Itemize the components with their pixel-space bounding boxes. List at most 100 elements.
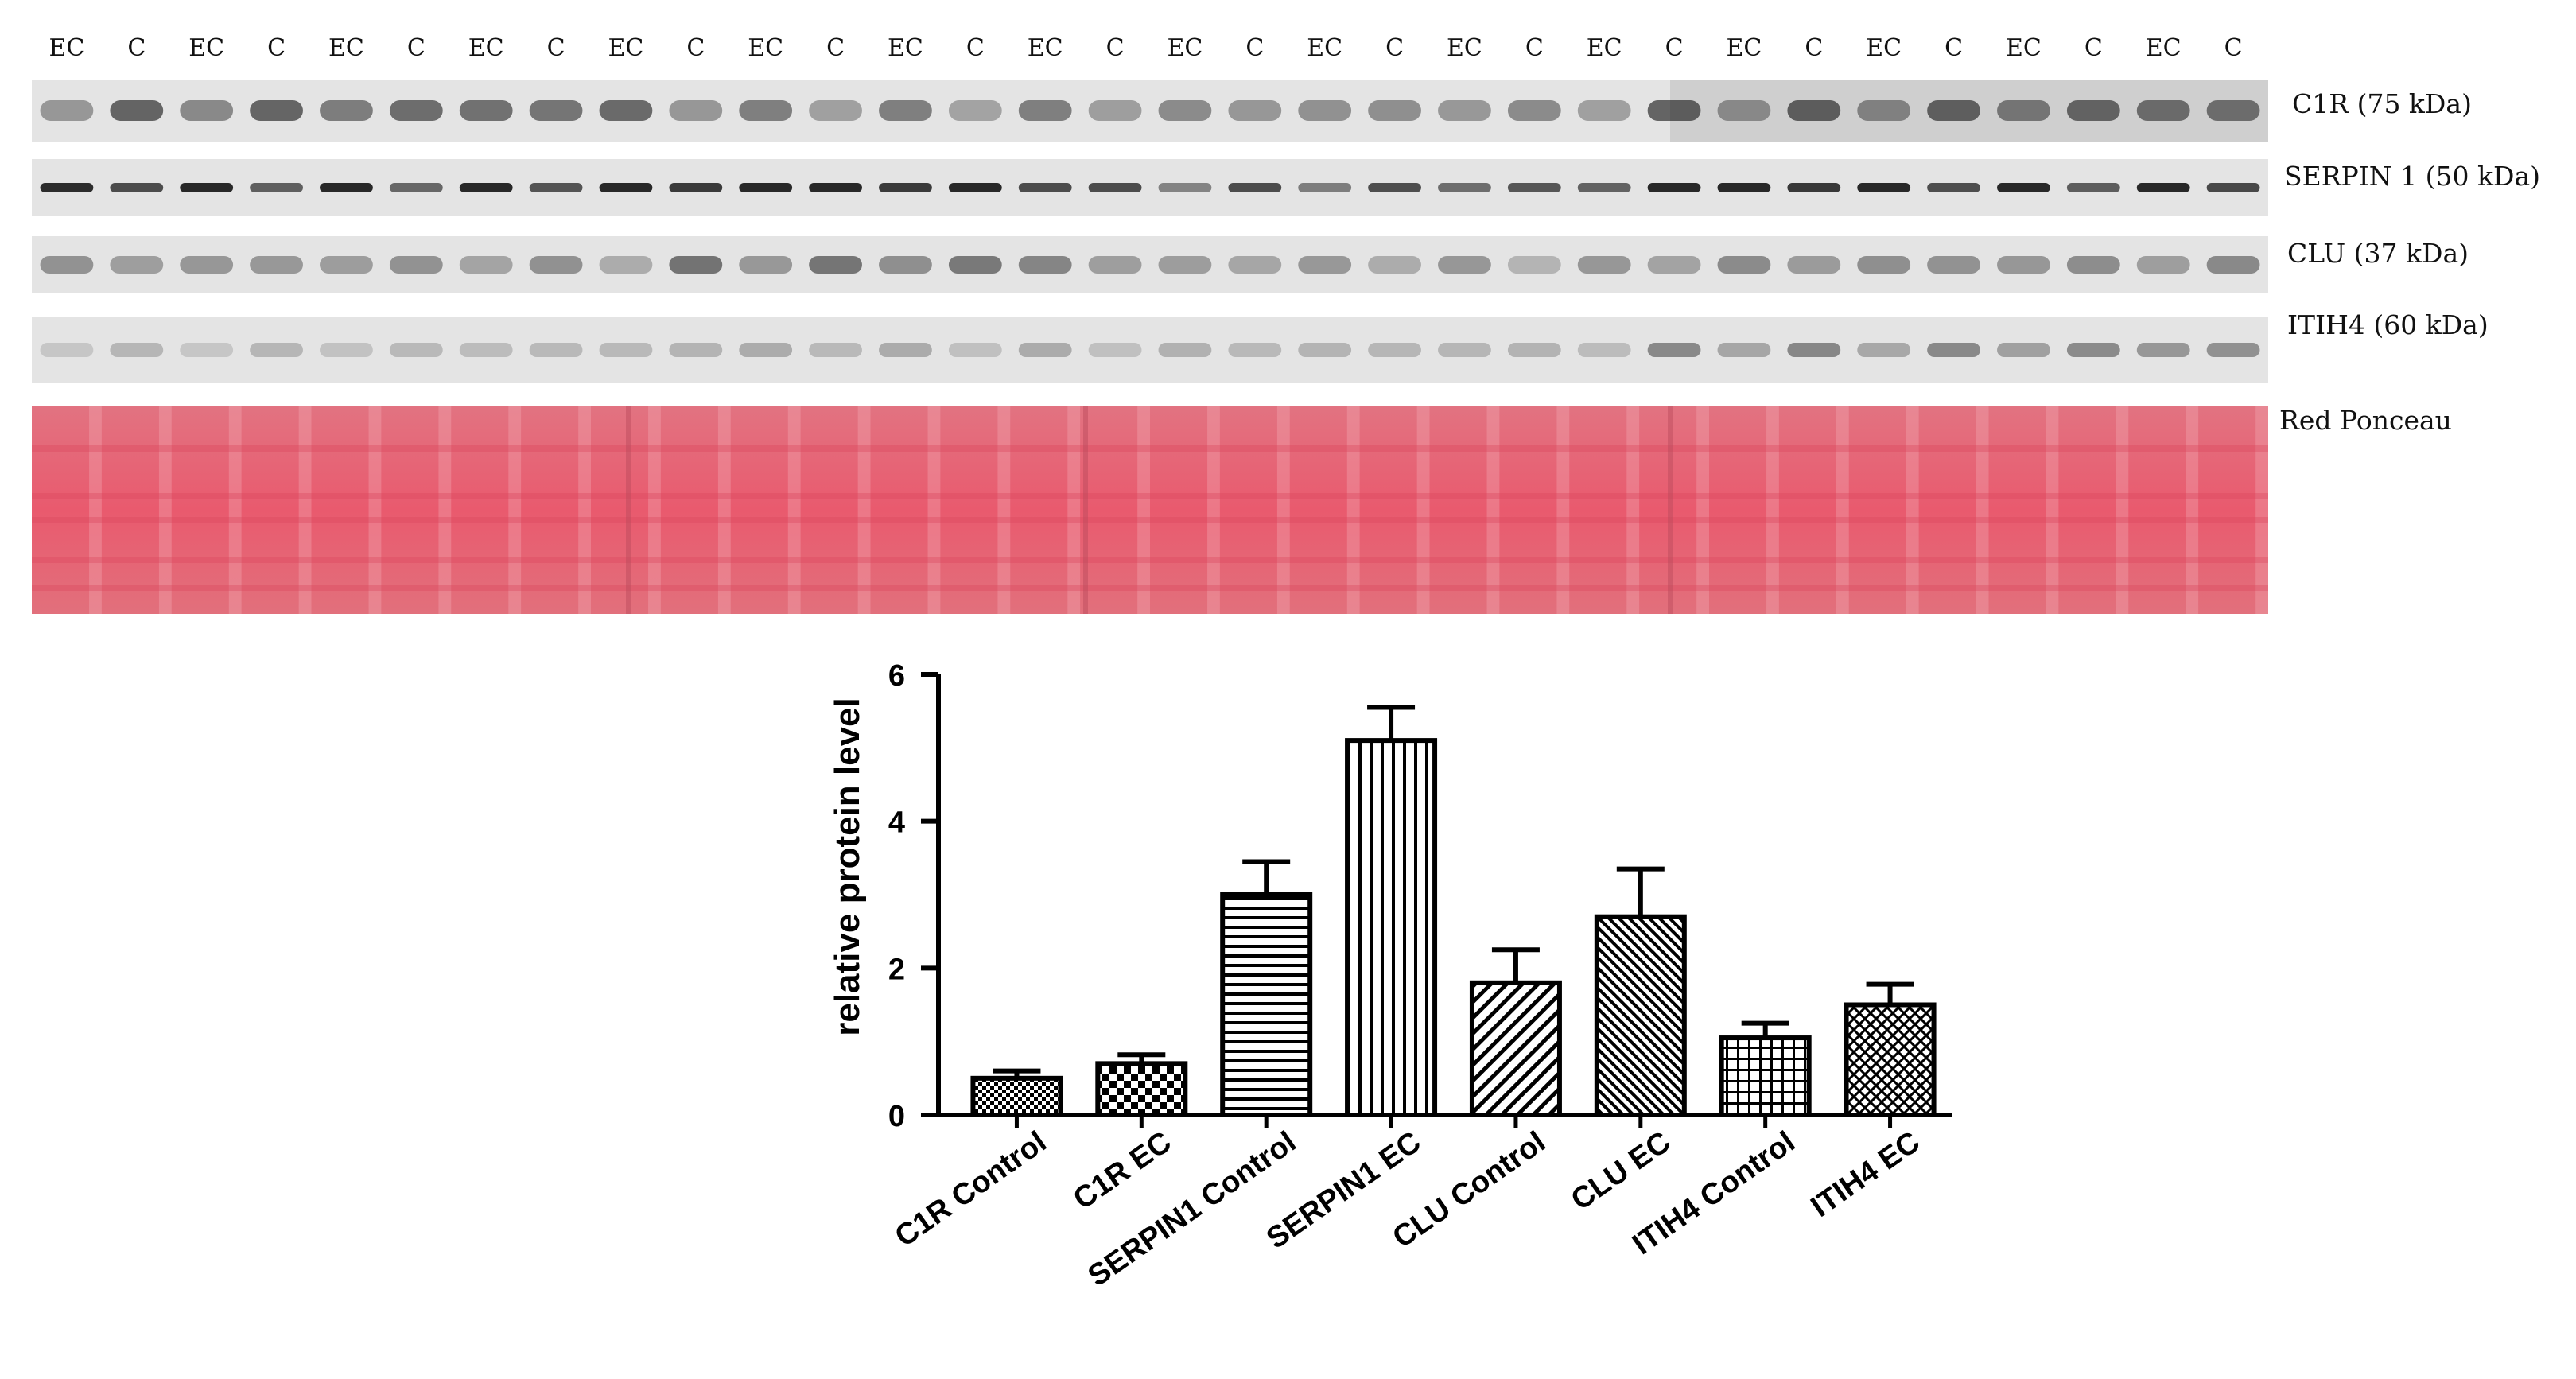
- lane-label: EC: [1168, 34, 1203, 62]
- blot-band: [389, 183, 443, 192]
- x-tick-label: CLU EC: [1565, 1125, 1677, 1218]
- blot-band: [2066, 256, 2120, 274]
- blot-band: [180, 183, 234, 192]
- error-bar: [1741, 1020, 1789, 1039]
- blot-band: [669, 343, 723, 357]
- blot-band: [599, 343, 653, 357]
- blot-band: [180, 100, 234, 121]
- blot-band: [2066, 100, 2120, 121]
- ponceau-lane-gap: [648, 406, 661, 614]
- error-bar: [1242, 859, 1291, 895]
- bar: [1095, 1061, 1188, 1118]
- blot-band: [1088, 256, 1142, 274]
- blot-band: [1507, 343, 1561, 357]
- blot-band: [809, 183, 862, 192]
- protein-label: Red Ponceau: [2279, 405, 2452, 436]
- blot-band: [879, 343, 932, 357]
- error-bar: [1491, 947, 1540, 983]
- blot-band: [879, 183, 932, 192]
- blot-band: [1368, 256, 1421, 274]
- ponceau-lane-gap: [787, 406, 801, 614]
- blot-band: [948, 183, 1002, 192]
- ponceau-lane-gap: [1836, 406, 1849, 614]
- blot-band: [2066, 183, 2120, 192]
- blot-band: [1298, 183, 1352, 192]
- blot-band: [1577, 343, 1631, 357]
- y-tick-label: 2: [888, 953, 905, 986]
- blot-strips: [32, 80, 2268, 614]
- blot-band: [2136, 183, 2190, 192]
- lane-label: EC: [1727, 34, 1762, 62]
- blot-band: [739, 183, 793, 192]
- ponceau-band: [32, 585, 2268, 591]
- blot-band: [2136, 343, 2190, 357]
- blot-band: [1228, 256, 1282, 274]
- lane-label: C: [1245, 34, 1264, 62]
- error-bar: [993, 1068, 1041, 1078]
- y-tick-label: 4: [888, 806, 905, 840]
- blot-band: [250, 256, 303, 274]
- lane-label: C: [1665, 34, 1684, 62]
- x-tick-label: C1R EC: [1067, 1125, 1177, 1216]
- blot-band: [1997, 183, 2050, 192]
- x-tick-label: ITIH4 EC: [1805, 1125, 1926, 1224]
- blot-strip: [32, 317, 628, 383]
- blot-band: [459, 183, 513, 192]
- blot-band: [1717, 183, 1771, 192]
- lane-label: EC: [1447, 34, 1482, 62]
- ponceau-lane-gap: [717, 406, 731, 614]
- blot-strip: [1670, 317, 2268, 383]
- blot-band: [1158, 256, 1212, 274]
- error-bar: [1367, 705, 1416, 741]
- blot-strip: [1670, 236, 2268, 293]
- blot-band: [1787, 343, 1841, 357]
- ponceau-band: [32, 445, 2268, 452]
- blot-band: [599, 256, 653, 274]
- blot-band: [1438, 100, 1491, 121]
- lane-label: C: [267, 34, 286, 62]
- lane-label: EC: [328, 34, 364, 62]
- ponceau-seam: [1668, 406, 1673, 614]
- y-tick-label: 0: [888, 1100, 905, 1133]
- blot-band: [739, 343, 793, 357]
- lane-label: EC: [1866, 34, 1902, 62]
- blot-band: [1368, 183, 1421, 192]
- lane-label: EC: [748, 34, 783, 62]
- ponceau-seam: [1083, 406, 1088, 614]
- blot-band: [2206, 100, 2260, 121]
- blot-band: [809, 256, 862, 274]
- blot-band: [1298, 100, 1352, 121]
- blot-band: [1647, 100, 1701, 121]
- blot-band: [1158, 183, 1212, 192]
- blot-band: [1927, 100, 1980, 121]
- lane-label: EC: [1307, 34, 1342, 62]
- blot-row: [32, 236, 2268, 293]
- blot-band: [529, 100, 583, 121]
- blot-band: [389, 100, 443, 121]
- blot-band: [320, 343, 373, 357]
- blot-band: [948, 343, 1002, 357]
- blot-band: [320, 256, 373, 274]
- lane-label: C: [2085, 34, 2103, 62]
- y-axis-title: relative protein level: [828, 697, 867, 1036]
- lane-label: C: [407, 34, 425, 62]
- blot-band: [459, 256, 513, 274]
- ponceau-lane-gap: [438, 406, 452, 614]
- ponceau-lane-gap: [997, 406, 1011, 614]
- x-tick-label: C1R Control: [889, 1125, 1053, 1254]
- blot-band: [669, 100, 723, 121]
- ponceau-lane-gap: [578, 406, 591, 614]
- ponceau-lane-gap: [1207, 406, 1220, 614]
- blot-band: [529, 343, 583, 357]
- ponceau-band: [32, 517, 2268, 523]
- blot-band: [1857, 343, 1911, 357]
- blot-band: [2206, 256, 2260, 274]
- ponceau-stain: [32, 406, 2268, 614]
- y-ticks: 0 2 4 6: [888, 659, 938, 1133]
- blot-band: [948, 256, 1002, 274]
- blot-band: [879, 256, 932, 274]
- ponceau-lane-gap: [2186, 406, 2199, 614]
- lane-label: C: [1106, 34, 1125, 62]
- lane-label: C: [1385, 34, 1404, 62]
- protein-label: C1R (75 kDa): [2292, 88, 2472, 119]
